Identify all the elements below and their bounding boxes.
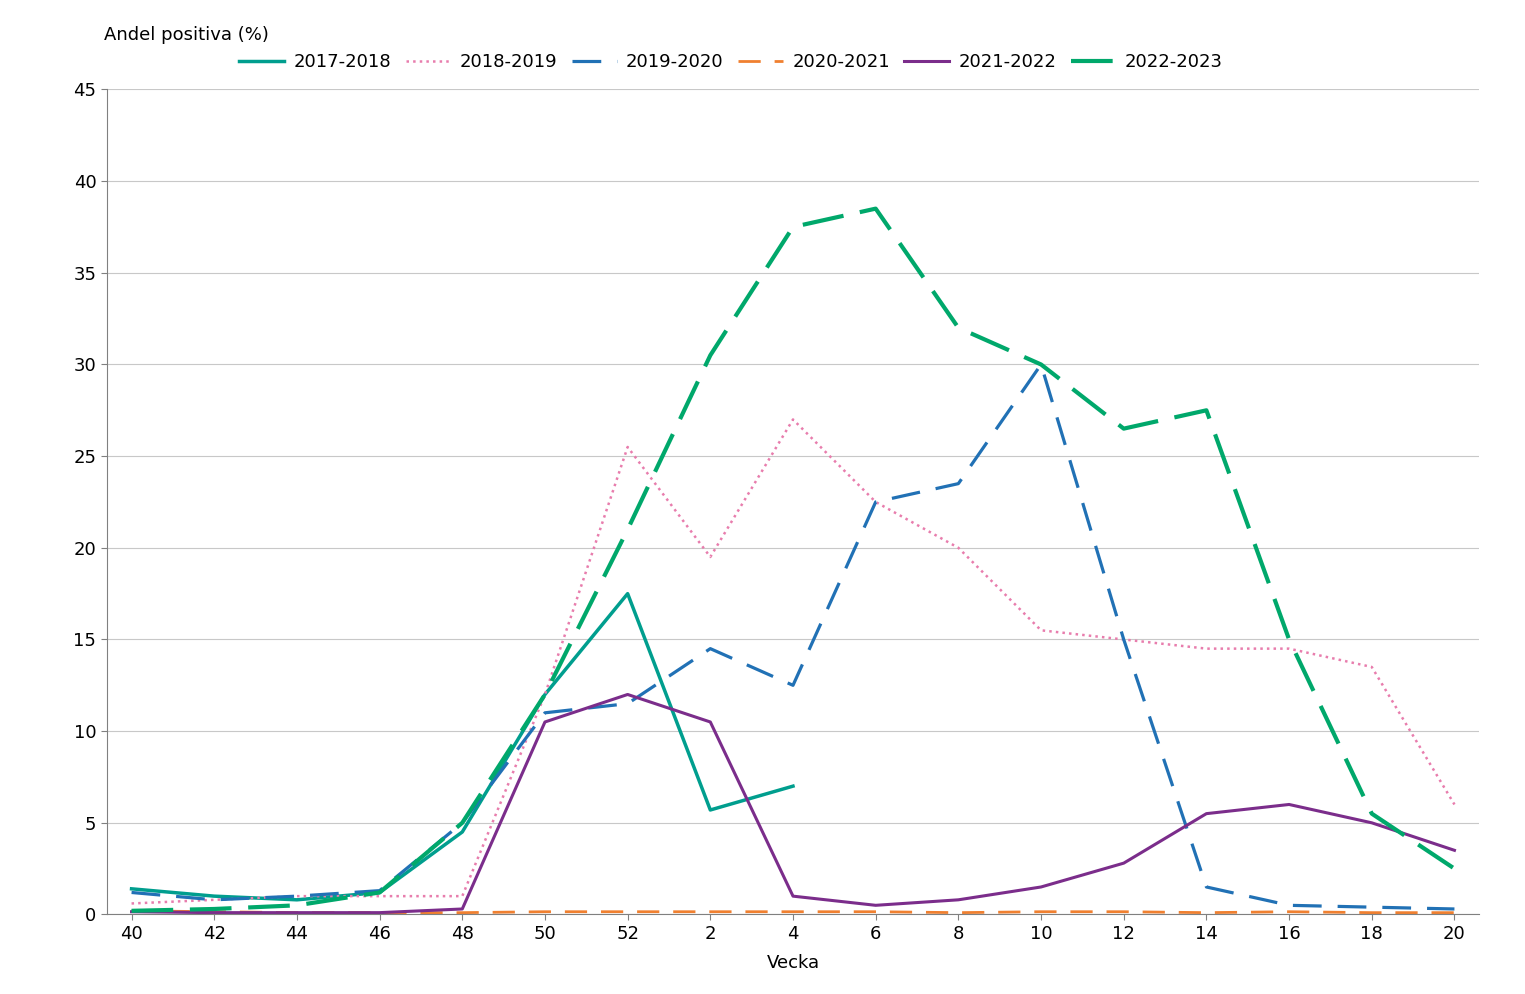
Legend: 2017-2018, 2018-2019, 2019-2020, 2020-2021, 2021-2022, 2022-2023: 2017-2018, 2018-2019, 2019-2020, 2020-20…: [239, 53, 1223, 72]
Text: Andel positiva (%): Andel positiva (%): [104, 26, 268, 44]
X-axis label: Vecka: Vecka: [767, 954, 819, 972]
